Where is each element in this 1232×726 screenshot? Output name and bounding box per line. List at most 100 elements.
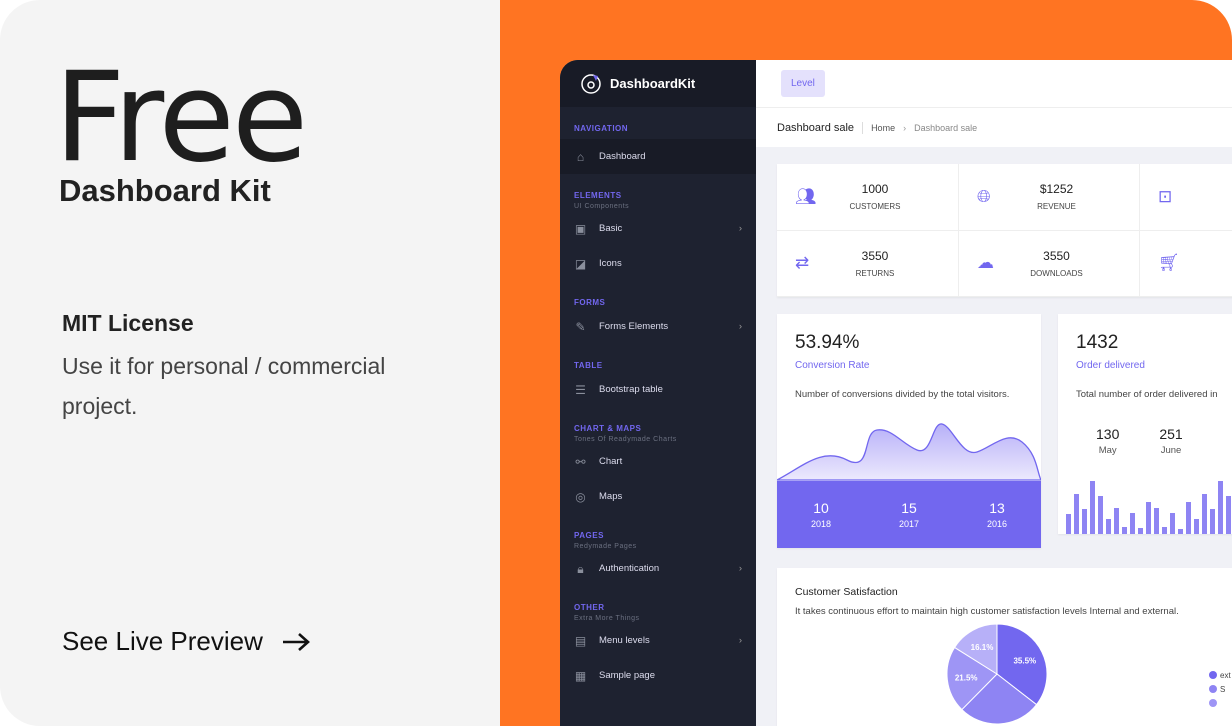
license-heading: MIT License bbox=[62, 310, 194, 336]
conversion-area-chart bbox=[777, 423, 1041, 481]
bar bbox=[1170, 513, 1175, 534]
bar bbox=[1138, 528, 1143, 534]
stat-label: CUSTOMERS bbox=[849, 202, 901, 212]
page-icon: ▦ bbox=[574, 668, 587, 683]
conversion-label: Conversion Rate bbox=[795, 360, 870, 371]
stat-tile: 👥︎ 1000 CUSTOMERS bbox=[777, 164, 959, 231]
pencil-icon: ✎ bbox=[575, 319, 586, 334]
chevron-right-icon: › bbox=[738, 223, 742, 234]
orders-value: 1432 bbox=[1076, 332, 1119, 353]
conversion-value: 53.94% bbox=[795, 332, 860, 353]
sidebar-item-authentication[interactable]: 🔒︎ Authentication › bbox=[560, 551, 756, 586]
orders-card: 1432 Order delivered Total number of ord… bbox=[1058, 314, 1232, 534]
breadcrumb-current: Dashboard sale bbox=[914, 122, 978, 133]
bar bbox=[1098, 496, 1103, 534]
bar bbox=[1122, 527, 1127, 534]
sidebar-item-label: Authentication bbox=[599, 563, 660, 574]
section-caption: Tones Of Readymade Charts bbox=[574, 436, 677, 443]
pie-slice bbox=[953, 624, 998, 675]
sidebar-item-label: Forms Elements bbox=[599, 321, 669, 332]
sidebar-item-menu-levels[interactable]: ▤ Menu levels › bbox=[560, 623, 756, 658]
users-icon: 👥︎ bbox=[795, 186, 817, 206]
pie-slice bbox=[947, 646, 998, 711]
sidebar-item-icons[interactable]: ◪ Icons bbox=[560, 246, 756, 281]
satisfaction-pie-chart: 35.5% 21.5% 16.1% bbox=[947, 624, 1047, 724]
breadcrumb-separator: › bbox=[903, 122, 907, 133]
month-label: May bbox=[1098, 445, 1117, 456]
promo-subtitle: Dashboard Kit bbox=[59, 173, 271, 208]
sidebar-item-label: Bootstrap table bbox=[599, 384, 663, 395]
month-stat: 251 June bbox=[1159, 426, 1182, 456]
legend-dot bbox=[1209, 699, 1217, 707]
bar bbox=[1074, 494, 1079, 534]
conversion-years: 10 2018 15 2017 13 2016 bbox=[777, 481, 1041, 548]
cart-icon: 🛒︎ bbox=[1158, 253, 1180, 273]
promo-panel: Free Dashboard Kit MIT License Use it fo… bbox=[0, 0, 500, 726]
bar bbox=[1202, 494, 1207, 534]
breadcrumb-home[interactable]: Home bbox=[871, 122, 896, 133]
month-stat: 130 May bbox=[1096, 426, 1119, 456]
satisfaction-title: Customer Satisfaction bbox=[795, 586, 898, 598]
sidebar-item-dashboard[interactable]: ⌂ Dashboard bbox=[560, 139, 756, 174]
legend-dot bbox=[1209, 671, 1217, 679]
bar bbox=[1130, 513, 1135, 534]
orders-bar-chart bbox=[1066, 474, 1231, 534]
section-label: ELEMENTS bbox=[574, 191, 622, 200]
sidebar-item-forms-elements[interactable]: ✎ Forms Elements › bbox=[560, 309, 756, 344]
sidebar-item-label: Sample page bbox=[599, 670, 655, 681]
section-caption: Extra More Things bbox=[574, 615, 640, 622]
bar bbox=[1090, 481, 1095, 534]
archive-icon: ⊡ bbox=[1158, 186, 1173, 206]
satisfaction-desc: It takes continuous effort to maintain h… bbox=[795, 606, 1179, 617]
sidebar-item-label: Dashboard bbox=[599, 151, 646, 162]
stat-label: RETURNS bbox=[855, 268, 895, 278]
sidebar-section: FORMS bbox=[560, 281, 756, 309]
stat-value: $1252 bbox=[1039, 182, 1074, 197]
year-stat: 10 2018 bbox=[811, 500, 831, 529]
year-label: 2017 bbox=[898, 519, 920, 529]
month-value: 130 bbox=[1096, 426, 1120, 442]
bar bbox=[1114, 508, 1119, 534]
year-value: 15 bbox=[901, 500, 917, 516]
bar bbox=[1154, 508, 1159, 534]
sidebar-section: CHART & MAPS Tones Of Readymade Charts bbox=[560, 407, 756, 444]
sidebar-item-label: Menu levels bbox=[599, 635, 650, 646]
bar bbox=[1106, 519, 1111, 534]
bar bbox=[1162, 527, 1167, 534]
home-icon: ⌂ bbox=[576, 149, 585, 164]
sidebar-item-chart[interactable]: ⚯ Chart bbox=[560, 444, 756, 479]
table-icon: ☰ bbox=[575, 382, 586, 397]
sidebar-item-label: Basic bbox=[599, 223, 623, 234]
globe-icon: 🌐︎ bbox=[977, 186, 991, 206]
stat-label: REVENUE bbox=[1037, 202, 1076, 212]
sidebar-item-bootstrap-table[interactable]: ☰ Bootstrap table bbox=[560, 372, 756, 407]
legend-item: S bbox=[1209, 682, 1231, 696]
sidebar-section: TABLE bbox=[560, 344, 756, 372]
legend-label: ext bbox=[1220, 670, 1231, 680]
year-stat: 13 2016 bbox=[987, 500, 1007, 529]
brand[interactable]: DashboardKit bbox=[560, 60, 756, 107]
sidebar-item-maps[interactable]: ◎ Maps bbox=[560, 479, 756, 514]
level-button[interactable]: Level bbox=[781, 70, 825, 97]
license-text: Use it for personal / commercial project… bbox=[62, 353, 386, 419]
chevron-right-icon: › bbox=[738, 563, 742, 574]
section-caption: Redymade Pages bbox=[574, 543, 637, 550]
bar bbox=[1178, 529, 1183, 534]
bar bbox=[1226, 496, 1231, 534]
promo-title: Free bbox=[54, 46, 308, 190]
section-label: OTHER bbox=[574, 603, 605, 612]
legend-label: S bbox=[1220, 684, 1226, 694]
sidebar-item-sample-page[interactable]: ▦ Sample page bbox=[560, 658, 756, 693]
legend-dot bbox=[1209, 685, 1217, 693]
pie-label: 16.1% bbox=[971, 643, 994, 652]
legend-item: ext bbox=[1209, 668, 1231, 682]
icons-icon: ◪ bbox=[574, 256, 587, 271]
live-preview-link[interactable]: See Live Preview bbox=[62, 626, 311, 657]
stat-tile: ☁ 3550 DOWNLOADS bbox=[959, 230, 1140, 297]
page-title: Dashboard sale bbox=[777, 121, 864, 134]
live-preview-label: See Live Preview bbox=[62, 626, 263, 656]
month-label: June bbox=[1160, 445, 1182, 456]
year-value: 13 bbox=[989, 500, 1005, 516]
target-icon: ◎ bbox=[575, 489, 586, 504]
sidebar-item-basic[interactable]: ▣ Basic › bbox=[560, 211, 756, 246]
